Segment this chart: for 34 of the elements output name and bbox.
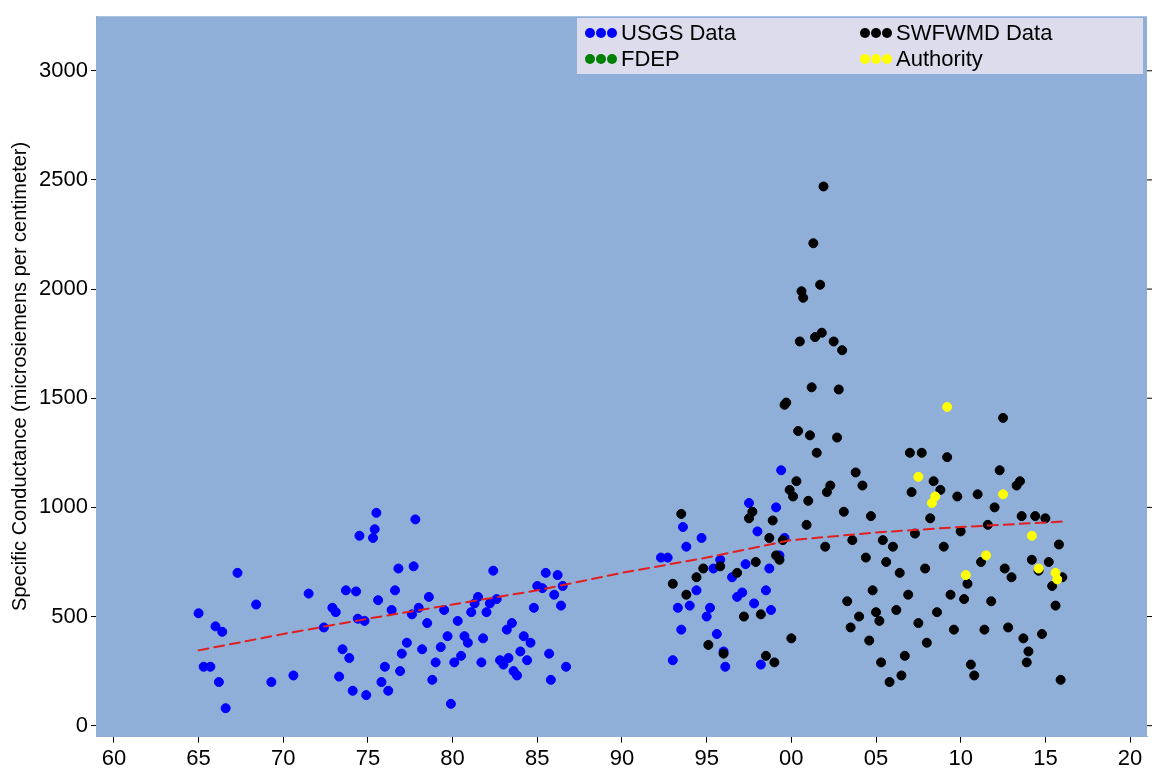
y-tick-label: 1000 (38, 493, 88, 519)
x-tick-label: 10 (948, 744, 973, 770)
y-tick-label: 0 (75, 711, 88, 737)
x-tick-label: 20 (1117, 744, 1143, 770)
y-tick-label: 500 (51, 602, 88, 628)
legend-label: Authority (896, 46, 983, 73)
x-tick-label: 60 (101, 744, 127, 770)
x-tick-label: 75 (355, 744, 381, 770)
x-tick-label: 65 (186, 744, 211, 770)
point (1052, 574, 1063, 585)
point (998, 489, 1009, 500)
point (942, 401, 953, 412)
x-tick-label: 00 (779, 744, 804, 770)
y-tick-label: 1500 (38, 384, 88, 410)
legend-label: SWFWMD Data (896, 20, 1053, 47)
y-tick-label: 2500 (38, 165, 88, 191)
y-tick-label: 2000 (38, 275, 88, 301)
legend-label: FDEP (621, 46, 680, 73)
point (913, 471, 924, 482)
point (981, 550, 992, 561)
legend-label: USGS Data (621, 20, 736, 47)
point (1026, 530, 1037, 541)
point (960, 570, 971, 581)
point (930, 491, 941, 502)
x-tick-label: 05 (863, 744, 889, 770)
x-tick-label: 15 (1033, 744, 1058, 770)
y-tick-label: 3000 (38, 56, 88, 82)
x-tick-label: 90 (609, 744, 635, 770)
x-tick-label: 95 (694, 744, 719, 770)
y-axis-title: Specific Conductance (microsiemens per centimeter) (7, 141, 30, 611)
x-tick-label: 70 (271, 744, 296, 770)
x-tick-label: 85 (525, 744, 550, 770)
line-series (197, 520, 1064, 652)
x-tick-label: 80 (440, 744, 465, 770)
